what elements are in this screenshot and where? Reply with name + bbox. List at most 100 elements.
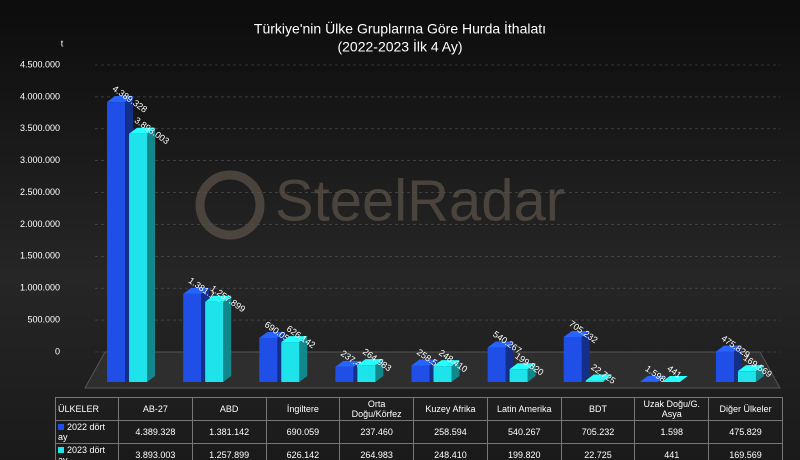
y-tick-label: 500.000 [27, 314, 60, 324]
y-unit: t [61, 38, 64, 48]
bar [129, 133, 148, 382]
bar-top [509, 363, 536, 370]
bar [433, 366, 452, 382]
bar [259, 337, 278, 382]
table-cell: BDT [560, 397, 636, 421]
bar [509, 369, 528, 382]
bar-top [357, 359, 384, 366]
table-row: ÜLKELER AB-27 ABD İngiltere Orta Doğu/Körfez… [55, 397, 783, 421]
table-cell: 705.232 [560, 420, 636, 444]
bar [107, 102, 126, 382]
bar-top [563, 331, 590, 338]
bar-side [657, 375, 666, 382]
bar-top [129, 127, 156, 134]
bar-side [451, 360, 460, 382]
bar-top [335, 360, 362, 367]
bar-side [527, 363, 536, 382]
y-tick-label: 2.500.000 [20, 187, 60, 197]
y-tick-label: 3.000.000 [20, 155, 60, 165]
table-cell: 199.820 [486, 443, 562, 460]
y-tick-label: 0 [55, 346, 60, 356]
bar-side [375, 359, 384, 382]
table-cell: Diğer Ülkeler [708, 397, 783, 421]
legend-swatch [58, 424, 64, 430]
table-cell: 3.893.003 [118, 443, 193, 460]
bar [715, 351, 734, 382]
bar [411, 365, 430, 382]
table-cell: Uzak Doğu/G. Asya [634, 397, 710, 421]
table-row: 2022 dört ay 4.389.328 1.381.142 690.059 237… [55, 420, 783, 444]
bar-top [183, 287, 210, 294]
table-cell: 169.569 [708, 443, 783, 460]
bar-side [603, 374, 612, 382]
bar-top [661, 375, 688, 382]
table-row: 2023 dört ay 3.893.003 1.257.899 626.142 264… [55, 443, 783, 460]
table-cell: Kuzey Afrika [413, 397, 488, 421]
bar-side [755, 365, 764, 382]
y-tick-label: 2.000.000 [20, 219, 60, 229]
table-cell: 475.829 [708, 420, 783, 444]
bar-side [223, 295, 232, 382]
table-cell: 237.460 [339, 420, 415, 444]
table-cell: Latin Amerika [486, 397, 562, 421]
bar-top [107, 96, 134, 103]
bar [205, 301, 224, 382]
chart-subtitle: (2022-2023 İlk 4 Ay) [337, 38, 462, 55]
watermark: SteelRadar [275, 168, 565, 233]
table-cell: ÜLKELER [55, 397, 119, 421]
data-table: ÜLKELER AB-27 ABD İngiltere Orta Doğu/Körfez… [55, 397, 783, 460]
bar-side [147, 127, 156, 382]
bar [357, 365, 376, 382]
table-cell: 248.410 [413, 443, 488, 460]
table-cell: 1.257.899 [191, 443, 267, 460]
table-cell: İngiltere [265, 397, 341, 421]
table-cell: 2022 dört ay [55, 420, 119, 444]
table-cell: 4.389.328 [118, 420, 193, 444]
table-cell: 626.142 [265, 443, 341, 460]
table-cell: 690.059 [265, 420, 341, 444]
bar-top [715, 345, 742, 352]
y-tick-label: 4.500.000 [20, 59, 60, 69]
table-cell: AB-27 [118, 397, 193, 421]
y-tick-label: 1.500.000 [20, 251, 60, 261]
bar-top [585, 374, 612, 381]
bar-side [581, 331, 590, 382]
bar [335, 366, 354, 382]
watermark-logo [195, 170, 265, 240]
table-cell: 1.598 [634, 420, 710, 444]
table-cell: 258.594 [413, 420, 488, 444]
table-cell: 441 [634, 443, 710, 460]
table-cell: 1.381.142 [191, 420, 267, 444]
table-cell: ABD [191, 397, 267, 421]
bar-top [639, 375, 666, 382]
bar-top [433, 360, 460, 367]
bar [737, 371, 756, 382]
table-cell: 264.983 [339, 443, 415, 460]
chart-title: Türkiye'nin Ülke Gruplarına Göre Hurda İ… [254, 20, 546, 37]
y-tick-label: 1.000.000 [20, 283, 60, 293]
bar-top [737, 365, 764, 372]
bar [585, 380, 604, 382]
bar [183, 293, 202, 382]
table-cell: Orta Doğu/Körfez [339, 397, 415, 421]
bar [563, 337, 582, 382]
bar [487, 347, 506, 382]
table-cell: 540.267 [486, 420, 562, 444]
bar-top [205, 295, 232, 302]
bar-top [411, 359, 438, 366]
table-cell: 22.725 [560, 443, 636, 460]
bar-top [487, 341, 514, 348]
y-tick-label: 3.500.000 [20, 123, 60, 133]
bar [281, 342, 300, 382]
legend-label: 2023 dört ay [58, 445, 106, 460]
bar-top [259, 331, 286, 338]
bar-top [281, 336, 308, 343]
bar-side [679, 375, 688, 382]
legend-label: 2022 dört ay [58, 422, 106, 442]
table-cell: 2023 dört ay [55, 443, 119, 460]
bar-side [299, 336, 308, 382]
y-tick-label: 4.000.000 [20, 91, 60, 101]
legend-swatch [58, 447, 64, 453]
